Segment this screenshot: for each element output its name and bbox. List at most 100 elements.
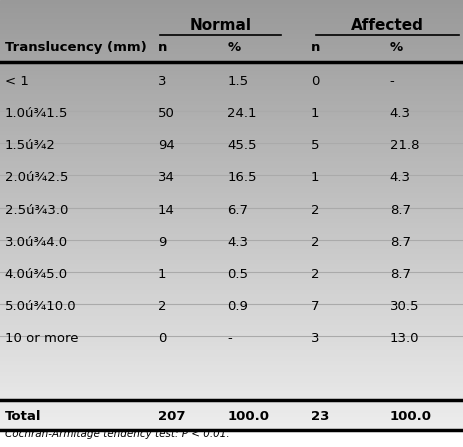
Bar — [0, 208, 463, 211]
Bar — [0, 228, 463, 230]
Bar — [0, 400, 463, 402]
Bar — [0, 354, 463, 357]
Bar — [0, 176, 463, 178]
Bar — [0, 42, 463, 45]
Bar — [0, 288, 463, 290]
Bar — [0, 427, 463, 430]
Bar — [0, 193, 463, 196]
Bar — [0, 174, 463, 176]
Text: < 1: < 1 — [5, 75, 28, 88]
Bar — [0, 283, 463, 286]
Bar — [0, 382, 463, 385]
Bar — [0, 313, 463, 316]
Text: Total: Total — [5, 410, 41, 423]
Bar — [0, 225, 463, 228]
Bar — [0, 202, 463, 204]
Bar — [0, 268, 463, 271]
Text: 8.7: 8.7 — [389, 268, 410, 281]
Bar — [0, 369, 463, 372]
Bar — [0, 49, 463, 51]
Text: 2: 2 — [310, 236, 319, 249]
Bar — [0, 34, 463, 37]
Bar — [0, 367, 463, 370]
Bar — [0, 79, 463, 82]
Bar — [0, 417, 463, 419]
Bar — [0, 154, 463, 157]
Text: 100.0: 100.0 — [389, 410, 431, 423]
Bar — [0, 326, 463, 329]
Bar — [0, 81, 463, 84]
Text: 2.5ú¾3.0: 2.5ú¾3.0 — [5, 203, 68, 217]
Bar — [0, 217, 463, 219]
Bar — [0, 273, 463, 275]
Bar — [0, 266, 463, 269]
Bar — [0, 296, 463, 299]
Text: 2: 2 — [310, 268, 319, 281]
Bar — [0, 277, 463, 279]
Bar — [0, 223, 463, 226]
Text: 1: 1 — [310, 171, 319, 185]
Bar — [0, 167, 463, 170]
Bar — [0, 60, 463, 62]
Bar — [0, 240, 463, 243]
Bar — [0, 384, 463, 387]
Bar — [0, 84, 463, 86]
Bar — [0, 215, 463, 217]
Bar — [0, 232, 463, 234]
Bar — [0, 423, 463, 426]
Text: 13.0: 13.0 — [389, 332, 419, 346]
Bar — [0, 249, 463, 252]
Bar — [0, 387, 463, 389]
Bar — [0, 219, 463, 221]
Bar — [0, 339, 463, 342]
Bar — [0, 363, 463, 366]
Bar — [0, 350, 463, 353]
Bar — [0, 185, 463, 187]
Bar — [0, 137, 463, 140]
Bar — [0, 425, 463, 428]
Bar — [0, 68, 463, 71]
Bar — [0, 133, 463, 135]
Bar — [0, 374, 463, 376]
Text: n: n — [310, 41, 319, 55]
Bar — [0, 397, 463, 400]
Text: 0: 0 — [157, 332, 166, 346]
Bar — [0, 380, 463, 383]
Bar — [0, 114, 463, 116]
Bar — [0, 30, 463, 32]
Bar — [0, 414, 463, 417]
Bar — [0, 421, 463, 424]
Bar — [0, 120, 463, 122]
Bar — [0, 64, 463, 67]
Bar — [0, 337, 463, 340]
Text: 7: 7 — [310, 300, 319, 313]
Text: Normal: Normal — [189, 18, 251, 33]
Bar — [0, 139, 463, 142]
Bar — [0, 55, 463, 58]
Bar — [0, 148, 463, 151]
Bar — [0, 243, 463, 245]
Bar — [0, 141, 463, 144]
Text: 16.5: 16.5 — [227, 171, 257, 185]
Bar — [0, 92, 463, 95]
Bar — [0, 124, 463, 127]
Bar — [0, 305, 463, 308]
Bar — [0, 143, 463, 146]
Bar — [0, 230, 463, 232]
Bar — [0, 206, 463, 209]
Bar — [0, 169, 463, 172]
Bar — [0, 255, 463, 258]
Bar — [0, 413, 463, 415]
Bar — [0, 238, 463, 241]
Bar — [0, 127, 463, 129]
Bar — [0, 376, 463, 379]
Bar — [0, 77, 463, 80]
Bar — [0, 189, 463, 191]
Bar — [0, 406, 463, 409]
Bar — [0, 19, 463, 21]
Bar — [0, 101, 463, 103]
Text: %: % — [389, 41, 402, 55]
Bar — [0, 10, 463, 13]
Text: 1.5ú¾2: 1.5ú¾2 — [5, 139, 56, 152]
Bar — [0, 419, 463, 422]
